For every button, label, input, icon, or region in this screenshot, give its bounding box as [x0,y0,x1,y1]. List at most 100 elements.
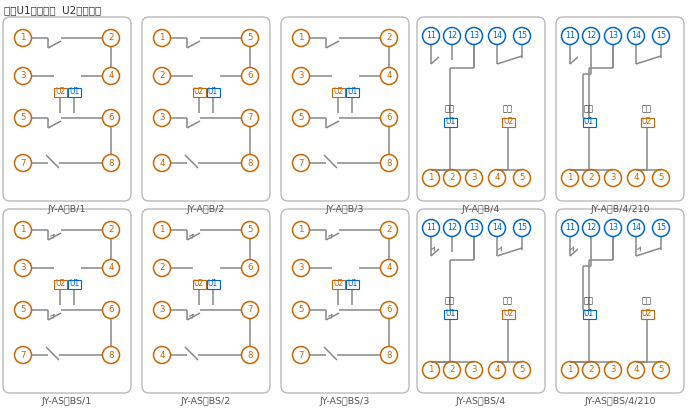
Text: U2: U2 [503,310,513,319]
Text: 5: 5 [658,366,664,375]
Text: JY-A，B/2: JY-A，B/2 [187,205,225,214]
Text: U2: U2 [503,117,513,126]
Bar [444,117,456,126]
Text: JY-A，B/3: JY-A，B/3 [326,205,364,214]
Text: 1: 1 [160,225,164,234]
Text: 11: 11 [565,223,575,232]
Text: 8: 8 [108,159,113,168]
Text: U1: U1 [445,310,455,319]
Text: 4: 4 [160,351,164,360]
Text: 5: 5 [247,225,253,234]
Text: U1: U1 [347,88,357,97]
Text: 14: 14 [631,31,641,40]
Text: 3: 3 [160,306,164,315]
Text: U1: U1 [347,279,357,288]
Bar [582,117,596,126]
Text: 7: 7 [247,114,253,123]
Bar [346,88,358,97]
Text: 4: 4 [634,366,638,375]
Text: 11: 11 [426,223,436,232]
Text: 电源: 电源 [445,297,455,306]
Text: 8: 8 [386,159,392,168]
Text: 7: 7 [247,306,253,315]
Text: 12: 12 [447,31,457,40]
Text: U2: U2 [642,310,652,319]
Text: 4: 4 [386,263,392,272]
Text: 启动: 启动 [642,297,652,306]
Bar [193,88,206,97]
Text: 8: 8 [108,351,113,360]
Text: U2: U2 [642,117,652,126]
Text: 3: 3 [160,114,164,123]
Text: 6: 6 [108,306,113,315]
Text: 1: 1 [298,225,304,234]
Text: 6: 6 [108,114,113,123]
Text: 1: 1 [567,366,573,375]
Text: 8: 8 [386,351,392,360]
Text: 4: 4 [108,263,113,272]
Text: 6: 6 [386,114,392,123]
Text: 3: 3 [20,263,26,272]
Text: 12: 12 [586,31,596,40]
Text: U1: U1 [584,117,594,126]
Text: 3: 3 [471,366,477,375]
Text: JY-A，B/4/210: JY-A，B/4/210 [590,205,650,214]
Text: 1: 1 [567,173,573,182]
Text: 1: 1 [428,173,434,182]
Text: 15: 15 [656,223,666,232]
Text: 3: 3 [298,72,304,81]
Text: 4: 4 [634,173,638,182]
Text: 13: 13 [608,31,618,40]
Text: 2: 2 [160,72,164,81]
Text: 4: 4 [108,72,113,81]
Text: 13: 13 [469,31,479,40]
Text: 1: 1 [20,34,26,43]
Text: 4: 4 [386,72,392,81]
Text: 启动: 启动 [503,297,513,306]
Text: JY-AS，BS/4/210: JY-AS，BS/4/210 [584,397,656,406]
Text: 1: 1 [298,34,304,43]
Text: JY-AS，BS/2: JY-AS，BS/2 [181,397,231,406]
Bar [193,279,206,288]
Bar [346,279,358,288]
Text: 1: 1 [160,34,164,43]
Text: U2: U2 [55,279,65,288]
Text: 2: 2 [386,225,392,234]
Text: U2: U2 [333,88,343,97]
Text: 1: 1 [428,366,434,375]
Bar [640,117,654,126]
Text: U1: U1 [584,310,594,319]
Text: 11: 11 [426,31,436,40]
Text: 7: 7 [298,159,304,168]
Text: U2: U2 [194,88,204,97]
Text: 4: 4 [494,173,500,182]
Text: 13: 13 [469,223,479,232]
Text: 5: 5 [519,366,525,375]
Text: 5: 5 [247,34,253,43]
Text: 5: 5 [658,173,664,182]
Bar [501,117,514,126]
Text: JY-AS，BS/4: JY-AS，BS/4 [456,397,506,406]
Text: 2: 2 [449,366,455,375]
Bar [67,279,80,288]
Text: 14: 14 [492,31,502,40]
Text: 6: 6 [247,263,253,272]
Text: U1: U1 [69,88,79,97]
Text: 2: 2 [588,173,594,182]
Text: JY-A，B/4: JY-A，B/4 [462,205,500,214]
Text: JY-A，B/1: JY-A，B/1 [48,205,86,214]
Bar [206,88,220,97]
Bar [206,279,220,288]
Bar [53,279,66,288]
Text: JY-AS，BS/3: JY-AS，BS/3 [320,397,370,406]
Text: 2: 2 [160,263,164,272]
Text: 7: 7 [298,351,304,360]
Text: 电源: 电源 [584,105,594,114]
Text: 14: 14 [492,223,502,232]
Text: 6: 6 [386,306,392,315]
Text: 8: 8 [247,351,253,360]
Text: 4: 4 [160,159,164,168]
Text: 3: 3 [471,173,477,182]
Text: 电源: 电源 [584,297,594,306]
Text: 5: 5 [298,306,304,315]
